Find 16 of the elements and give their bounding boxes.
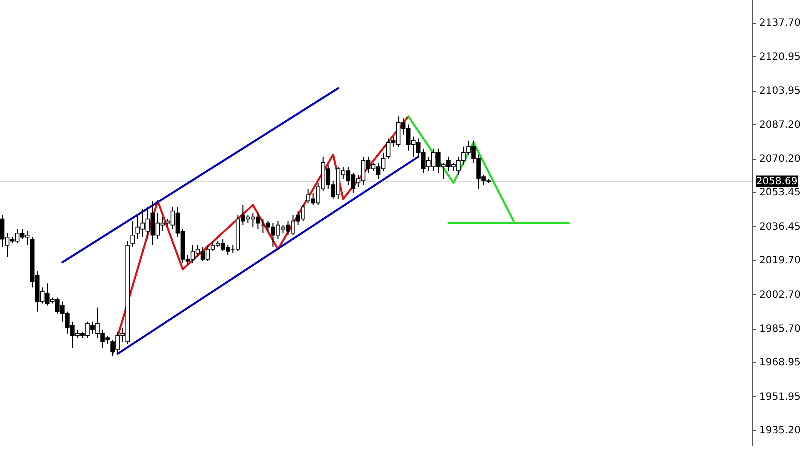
y-tick-label: 2120.95 [760,52,800,63]
y-tick-label: 2002.70 [760,290,800,301]
y-tick-label: 2019.70 [760,256,800,267]
ref-line-label: 2058.69 [756,176,798,188]
y-tick-label: 2070.20 [760,154,800,166]
y-tick-label: 2137.70 [760,18,800,30]
y-tick-label: 1935.20 [760,426,800,437]
candlestick [130,220,136,248]
y-tick-label: 2036.45 [760,222,800,233]
y-tick-label: 1968.95 [760,358,800,369]
line-series [112,116,410,356]
y-tick-label: 2087.20 [760,120,800,131]
y-tick-label: 1985.70 [760,324,800,336]
y-tick-label: 2103.95 [760,86,800,98]
y-tick-label: 1951.95 [760,392,800,403]
y-tick-label: 2053.45 [760,188,800,199]
